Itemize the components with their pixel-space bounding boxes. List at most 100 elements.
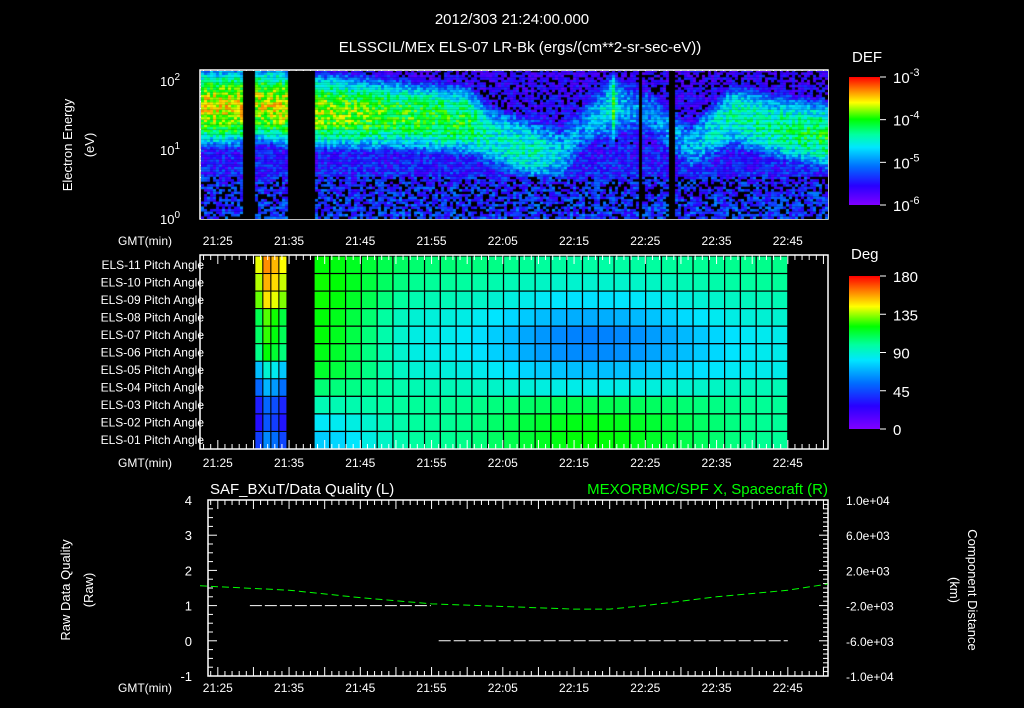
- pitch-cell: [629, 360, 647, 380]
- pitch-cell: [254, 290, 264, 310]
- pitch-cell: [423, 413, 441, 433]
- pitch-cell: [392, 290, 410, 310]
- pitch-cell: [629, 395, 647, 415]
- distance-tick-label: -2.0e+03: [846, 600, 894, 614]
- pitch-cell: [518, 360, 536, 380]
- energy-tick-label: 102: [160, 72, 180, 89]
- pitch-cell: [550, 413, 568, 433]
- pitch-cell: [392, 378, 410, 397]
- pitch-cell: [408, 255, 426, 275]
- pitch-cell: [487, 378, 505, 397]
- time-tick-label: 22:45: [773, 681, 803, 695]
- pitch-cell: [471, 360, 489, 380]
- pitch-cell: [660, 343, 678, 362]
- pitch-row-label: ELS-02 Pitch Angle: [101, 416, 205, 430]
- pitch-row-label: ELS-06 Pitch Angle: [101, 346, 205, 360]
- pitch-cell: [708, 290, 726, 310]
- pitch-cell: [755, 413, 773, 433]
- time-tick-label: 21:55: [417, 456, 447, 470]
- pitch-cell: [739, 325, 757, 345]
- pitch-cell: [518, 430, 536, 450]
- pitch-cell: [692, 360, 710, 380]
- pitch-cell: [771, 308, 789, 327]
- pitch-cell: [629, 290, 647, 310]
- pitch-cell: [392, 413, 410, 433]
- time-tick-label: 21:55: [417, 681, 447, 695]
- pitch-cell: [645, 343, 663, 362]
- distance-tick-label: -1.0e+04: [846, 670, 894, 684]
- pitch-cell: [613, 413, 631, 433]
- pitch-cell: [502, 272, 520, 292]
- pitch-cell: [408, 378, 426, 397]
- pitch-cell: [254, 273, 264, 292]
- pitch-cell: [724, 413, 742, 433]
- pitch-cell: [270, 360, 280, 380]
- pitch-cell: [660, 413, 678, 433]
- pitch-cell: [771, 325, 789, 345]
- pitch-cell: [629, 308, 647, 327]
- pitch-cell: [360, 290, 378, 310]
- pitch-cell: [455, 378, 473, 397]
- pitch-cell: [708, 395, 726, 415]
- pitch-cell: [278, 273, 288, 292]
- pitch-row-label: ELS-10 Pitch Angle: [101, 275, 205, 289]
- pitch-cell: [724, 325, 742, 345]
- pitch-cell: [692, 395, 710, 415]
- pitch-cell: [329, 395, 347, 415]
- pitch-cell: [660, 395, 678, 415]
- distance-tick-label: 2.0e+03: [846, 564, 890, 578]
- pitch-cell: [534, 343, 552, 362]
- pitch-cell: [755, 378, 773, 397]
- pitch-cell: [660, 325, 678, 345]
- pitch-cell: [550, 360, 568, 380]
- pitch-cell: [376, 378, 394, 397]
- pitch-cell: [313, 272, 331, 292]
- time-tick-label: 22:25: [630, 681, 660, 695]
- pitch-cell: [360, 272, 378, 292]
- pitch-cell: [676, 430, 694, 450]
- pitch-cell: [392, 395, 410, 415]
- pitch-cell: [360, 378, 378, 397]
- energy-spectrogram-image: [201, 71, 828, 219]
- deg-tick-label: 135: [893, 307, 918, 324]
- time-tick-label: 22:45: [773, 456, 803, 470]
- pitch-cell: [692, 378, 710, 397]
- pitch-cell: [487, 308, 505, 327]
- pitch-cell: [771, 290, 789, 310]
- pitch-cell: [708, 413, 726, 433]
- pitch-cell: [439, 308, 457, 327]
- pitch-cell: [487, 343, 505, 362]
- pitch-cell: [392, 272, 410, 292]
- pitch-cell: [581, 272, 599, 292]
- quality-tick-label: 1: [185, 599, 192, 614]
- pitch-cell: [613, 272, 631, 292]
- pitch-cell: [439, 395, 457, 415]
- pitch-cell: [645, 360, 663, 380]
- pitch-cell: [487, 290, 505, 310]
- pitch-cell: [597, 395, 615, 415]
- pitch-cell: [254, 430, 264, 450]
- pitch-cell: [645, 413, 663, 433]
- pitch-cell: [534, 378, 552, 397]
- pitch-cell: [455, 430, 473, 450]
- time-tick-label: 22:25: [630, 456, 660, 470]
- pitch-cell: [660, 360, 678, 380]
- pitch-cell: [645, 395, 663, 415]
- pitch-cell: [550, 290, 568, 310]
- def-tick-label: 10-5: [893, 152, 919, 172]
- pitch-cell: [455, 413, 473, 433]
- pitch-cell: [329, 325, 347, 345]
- pitch-cell: [518, 255, 536, 275]
- pitch-cell: [613, 343, 631, 362]
- pitch-cell: [360, 343, 378, 362]
- energy-tick-label: 100: [160, 210, 180, 227]
- pitch-cell: [613, 395, 631, 415]
- pitch-cell: [645, 290, 663, 310]
- pitch-cell: [550, 272, 568, 292]
- pitch-cell: [676, 255, 694, 275]
- pitch-cell: [423, 325, 441, 345]
- pitch-cell: [408, 430, 426, 450]
- def-tick-label: 10-6: [893, 195, 919, 215]
- pitch-cell: [262, 273, 272, 292]
- pitch-cell: [360, 413, 378, 433]
